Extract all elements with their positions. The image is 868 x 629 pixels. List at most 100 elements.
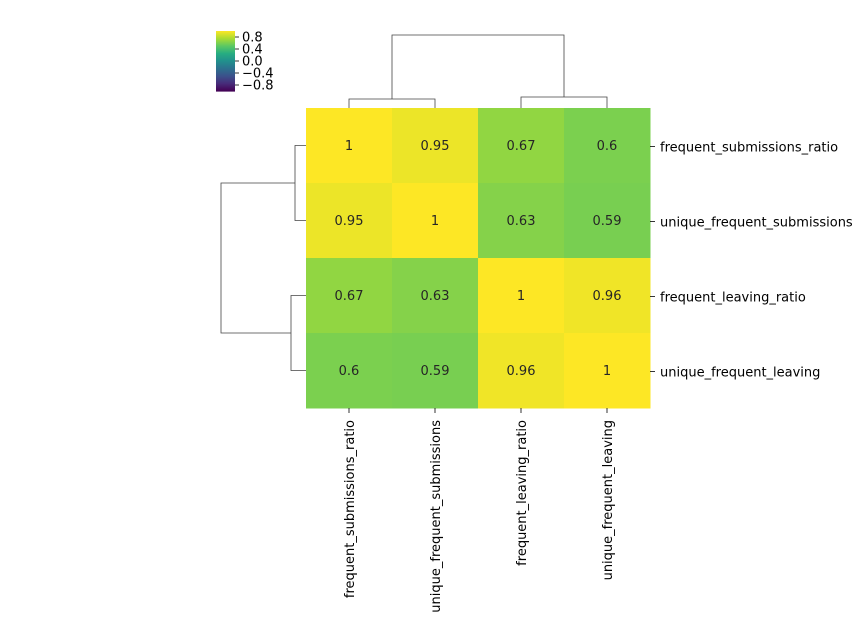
- column-tick-label: unique_frequent_submissions: [429, 420, 444, 613]
- row-tick-label: unique_frequent_leaving: [660, 366, 820, 381]
- cell-value-label: 1: [517, 289, 525, 304]
- colorbar-gradient-step: [216, 74, 235, 76]
- colorbar-gradient-step: [216, 83, 235, 85]
- colorbar-gradient-step: [216, 59, 235, 61]
- heatmap-cell: [564, 183, 651, 259]
- colorbar-gradient-step: [216, 44, 235, 46]
- row-dendrogram-link: [294, 145, 306, 221]
- colorbar-gradient-step: [216, 87, 235, 89]
- colorbar-gradient-step: [216, 48, 235, 50]
- colorbar-gradient-step: [216, 82, 235, 84]
- colorbar-gradient-step: [216, 81, 235, 83]
- colorbar-gradient-step: [216, 46, 235, 48]
- cell-value-label: 1: [345, 139, 353, 154]
- heatmap-cell: [306, 108, 393, 184]
- colorbar-gradient-step: [216, 36, 235, 38]
- heatmap-cell: [478, 333, 565, 409]
- colorbar-gradient-step: [216, 37, 235, 39]
- colorbar-gradient-step: [216, 49, 235, 51]
- colorbar-tick-label: −0.8: [242, 79, 274, 94]
- cell-value-label: 0.63: [507, 214, 536, 229]
- colorbar-tick-label: 0.4: [242, 43, 263, 58]
- cell-value-label: 0.59: [593, 214, 622, 229]
- colorbar-gradient-step: [216, 31, 235, 33]
- row-dendrogram: [220, 145, 306, 371]
- colorbar-gradient-step: [216, 40, 235, 42]
- colorbar-gradient-step: [216, 51, 235, 53]
- column-dendrogram-link: [391, 34, 565, 99]
- cell-value-label: 1: [603, 364, 611, 379]
- colorbar-gradient-step: [216, 64, 235, 66]
- colorbar-gradient-step: [216, 56, 235, 58]
- colorbar-gradient-step: [216, 90, 235, 92]
- colorbar-gradient-step: [216, 85, 235, 87]
- colorbar-gradient-step: [216, 69, 235, 71]
- colorbar-gradient-step: [216, 68, 235, 70]
- row-tick-label: frequent_leaving_ratio: [660, 291, 806, 306]
- colorbar-gradient-step: [216, 86, 235, 88]
- heatmap-cell: [392, 183, 479, 259]
- column-tick-label: frequent_submissions_ratio: [343, 420, 358, 598]
- heatmap-cell: [478, 183, 565, 259]
- row-tick-labels: frequent_submissions_ratio unique_frequen…: [650, 141, 853, 381]
- heatmap-cell: [478, 258, 565, 334]
- colorbar-gradient-step: [216, 52, 235, 54]
- colorbar-gradient-step: [216, 53, 235, 55]
- colorbar-tick-label: 0.0: [242, 55, 263, 70]
- colorbar-gradient-step: [216, 42, 235, 44]
- colorbar-gradient-step: [216, 63, 235, 65]
- cell-value-label: 0.67: [507, 139, 536, 154]
- heatmap-cell: [392, 258, 479, 334]
- colorbar-gradient-step: [216, 84, 235, 86]
- colorbar-gradient-step: [216, 58, 235, 60]
- colorbar-gradient-step: [216, 60, 235, 62]
- row-dendrogram-link: [290, 295, 306, 371]
- colorbar-gradient-step: [216, 73, 235, 75]
- heatmap-cell: [306, 183, 393, 259]
- row-dendrogram-link: [220, 182, 295, 334]
- colorbar-gradient-step: [216, 77, 235, 79]
- colorbar-gradient-step: [216, 54, 235, 56]
- colorbar: 0.80.40.0−0.4−0.8: [216, 31, 274, 94]
- column-tick-label: frequent_leaving_ratio: [515, 420, 530, 566]
- colorbar-gradient-step: [216, 61, 235, 63]
- cell-value-label: 0.6: [339, 364, 360, 379]
- colorbar-gradient-step: [216, 38, 235, 40]
- cell-value-label: 1: [431, 214, 439, 229]
- colorbar-gradient-step: [216, 70, 235, 72]
- colorbar-gradient-step: [216, 88, 235, 90]
- heatmap: 1 0.95 0.67 0.6 0.95 1 0.63 0.59 0.67 0.63 1 0.96 0.…: [306, 108, 651, 409]
- colorbar-gradient-step: [216, 57, 235, 59]
- colorbar-gradient-step: [216, 72, 235, 74]
- colorbar-gradient-step: [216, 33, 235, 35]
- colorbar-gradient-step: [216, 66, 235, 68]
- colorbar-gradient-step: [216, 47, 235, 49]
- column-tick-label: unique_frequent_leaving: [601, 420, 616, 580]
- cell-value-label: 0.95: [421, 139, 450, 154]
- colorbar-gradient-step: [216, 50, 235, 52]
- colorbar-gradient-step: [216, 62, 235, 64]
- cell-value-label: 0.59: [421, 364, 450, 379]
- column-dendrogram-link: [520, 96, 608, 108]
- heatmap-cell: [306, 333, 393, 409]
- colorbar-tick-label: −0.4: [242, 67, 274, 82]
- cell-value-label: 0.6: [597, 139, 618, 154]
- heatmap-cell: [564, 333, 651, 409]
- heatmap-cell: [392, 333, 479, 409]
- colorbar-gradient-step: [216, 65, 235, 67]
- colorbar-gradient-step: [216, 75, 235, 77]
- colorbar-gradient-step: [216, 41, 235, 43]
- colorbar-gradient-step: [216, 79, 235, 81]
- colorbar-gradient-step: [216, 43, 235, 45]
- column-dendrogram-link: [348, 98, 436, 108]
- colorbar-gradient-step: [216, 71, 235, 73]
- cell-value-label: 0.95: [335, 214, 364, 229]
- colorbar-gradient-step: [216, 80, 235, 82]
- colorbar-gradient-step: [216, 39, 235, 41]
- colorbar-gradient-step: [216, 35, 235, 37]
- cell-value-label: 0.67: [335, 289, 364, 304]
- heatmap-cell: [564, 108, 651, 184]
- colorbar-gradient-step: [216, 45, 235, 47]
- colorbar-gradient-step: [216, 67, 235, 69]
